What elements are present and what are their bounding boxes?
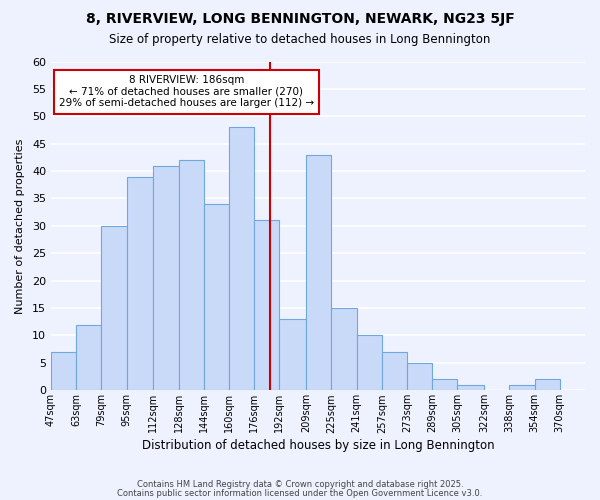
Bar: [306, 154, 331, 390]
Bar: [457, 385, 484, 390]
Bar: [101, 226, 127, 390]
Text: 8, RIVERVIEW, LONG BENNINGTON, NEWARK, NG23 5JF: 8, RIVERVIEW, LONG BENNINGTON, NEWARK, N…: [86, 12, 514, 26]
Bar: [432, 380, 457, 390]
Bar: [229, 128, 254, 390]
Text: Size of property relative to detached houses in Long Bennington: Size of property relative to detached ho…: [109, 32, 491, 46]
Text: Contains public sector information licensed under the Open Government Licence v3: Contains public sector information licen…: [118, 488, 482, 498]
Text: 8 RIVERVIEW: 186sqm
← 71% of detached houses are smaller (270)
29% of semi-detac: 8 RIVERVIEW: 186sqm ← 71% of detached ho…: [59, 75, 314, 108]
Bar: [179, 160, 204, 390]
Bar: [154, 166, 179, 390]
Bar: [280, 319, 306, 390]
Bar: [254, 220, 280, 390]
Bar: [127, 176, 154, 390]
Bar: [331, 308, 356, 390]
Bar: [407, 363, 432, 390]
Bar: [51, 352, 76, 391]
Text: Contains HM Land Registry data © Crown copyright and database right 2025.: Contains HM Land Registry data © Crown c…: [137, 480, 463, 489]
Bar: [204, 204, 229, 390]
Y-axis label: Number of detached properties: Number of detached properties: [15, 138, 25, 314]
Bar: [535, 380, 560, 390]
X-axis label: Distribution of detached houses by size in Long Bennington: Distribution of detached houses by size …: [142, 440, 494, 452]
Bar: [509, 385, 535, 390]
Bar: [356, 336, 382, 390]
Bar: [76, 324, 101, 390]
Bar: [382, 352, 407, 391]
